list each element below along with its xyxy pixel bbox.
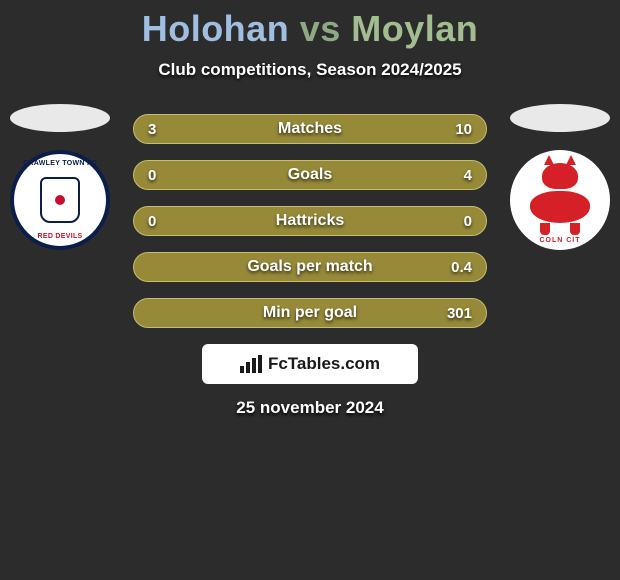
stat-label: Min per goal bbox=[263, 304, 357, 322]
stat-value-left: 0 bbox=[148, 213, 156, 230]
stat-value-right: 10 bbox=[455, 121, 472, 138]
page-title: Holohan vs Moylan bbox=[0, 8, 620, 50]
stat-value-right: 4 bbox=[464, 167, 472, 184]
club-badge-lincoln: COLN CIT bbox=[510, 150, 610, 250]
subtitle: Club competitions, Season 2024/2025 bbox=[0, 60, 620, 80]
stat-pill-matches: 3 Matches 10 bbox=[133, 114, 487, 144]
brand-text: FcTables.com bbox=[268, 354, 380, 374]
stat-pill-goals-per-match: Goals per match 0.4 bbox=[133, 252, 487, 282]
player-silhouette-right bbox=[510, 104, 610, 132]
badge-top-text: CRAWLEY TOWN FC bbox=[23, 160, 97, 167]
imp-icon bbox=[525, 163, 595, 238]
stats-area: CRAWLEY TOWN FC RED DEVILS COLN CIT 3 Ma… bbox=[0, 114, 620, 328]
title-vs: vs bbox=[300, 8, 341, 49]
stat-value-right: 301 bbox=[447, 305, 472, 322]
player-left-column: CRAWLEY TOWN FC RED DEVILS bbox=[0, 104, 120, 250]
player-right-column: COLN CIT bbox=[500, 104, 620, 250]
title-player2: Moylan bbox=[351, 8, 478, 49]
date-text: 25 november 2024 bbox=[0, 398, 620, 418]
player-silhouette-left bbox=[10, 104, 110, 132]
comparison-card: Holohan vs Moylan Club competitions, Sea… bbox=[0, 0, 620, 580]
badge-city-label: COLN CIT bbox=[539, 237, 580, 244]
club-badge-crawley: CRAWLEY TOWN FC RED DEVILS bbox=[10, 150, 110, 250]
stat-value-left: 0 bbox=[148, 167, 156, 184]
stat-label: Goals bbox=[288, 166, 332, 184]
stat-pill-list: 3 Matches 10 0 Goals 4 0 Hattricks 0 Goa… bbox=[133, 114, 487, 328]
badge-bottom-text: RED DEVILS bbox=[37, 233, 82, 240]
title-player1: Holohan bbox=[142, 8, 289, 49]
stat-label: Matches bbox=[278, 120, 342, 138]
stat-pill-min-per-goal: Min per goal 301 bbox=[133, 298, 487, 328]
bar-chart-icon bbox=[240, 355, 262, 373]
stat-label: Hattricks bbox=[276, 212, 344, 230]
crest-icon bbox=[40, 177, 80, 223]
brand-badge: FcTables.com bbox=[202, 344, 418, 384]
stat-value-right: 0.4 bbox=[451, 259, 472, 276]
stat-value-left: 3 bbox=[148, 121, 156, 138]
stat-value-right: 0 bbox=[464, 213, 472, 230]
stat-label: Goals per match bbox=[247, 258, 372, 276]
stat-pill-goals: 0 Goals 4 bbox=[133, 160, 487, 190]
stat-pill-hattricks: 0 Hattricks 0 bbox=[133, 206, 487, 236]
